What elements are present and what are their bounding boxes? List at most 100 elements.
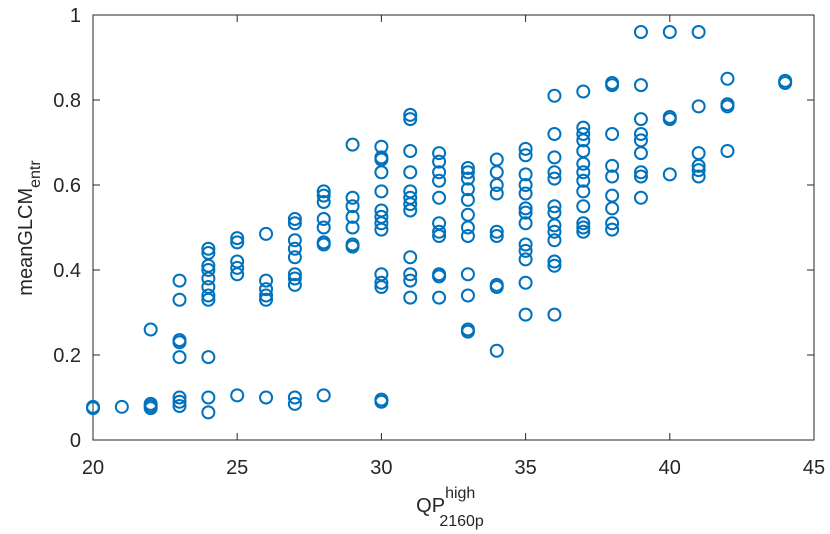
data-point xyxy=(547,88,562,103)
data-point xyxy=(576,224,591,239)
data-point xyxy=(201,288,216,303)
data-point xyxy=(230,267,245,282)
data-point xyxy=(489,224,504,239)
data-point xyxy=(403,203,418,218)
data-point xyxy=(489,186,504,201)
data-point xyxy=(518,307,533,322)
data-point xyxy=(230,388,245,403)
y-tick-label: 0.8 xyxy=(53,90,81,112)
data-point xyxy=(460,182,475,197)
data-point xyxy=(287,233,302,248)
data-point xyxy=(633,190,648,205)
data-point xyxy=(143,399,158,413)
data-point xyxy=(403,290,418,305)
data-point xyxy=(691,25,706,39)
data-point xyxy=(403,112,418,127)
data-point xyxy=(605,158,620,173)
data-point xyxy=(720,99,735,114)
data-point xyxy=(720,71,735,86)
data-point xyxy=(287,212,302,226)
data-point xyxy=(287,241,302,256)
data-point xyxy=(547,258,562,273)
data-point xyxy=(345,239,360,254)
data-point xyxy=(287,216,302,231)
data-point xyxy=(605,127,620,141)
data-point xyxy=(230,231,245,246)
data-point xyxy=(316,237,331,252)
data-point xyxy=(662,112,677,127)
data-point xyxy=(605,169,620,184)
data-point xyxy=(201,271,216,286)
data-point xyxy=(547,224,562,239)
data-point xyxy=(287,271,302,286)
data-point xyxy=(547,165,562,180)
y-tick-label: 0 xyxy=(70,430,81,452)
data-point xyxy=(518,186,533,201)
data-point xyxy=(316,184,331,199)
data-point xyxy=(201,350,216,365)
data-point xyxy=(201,405,216,420)
data-point xyxy=(547,150,562,165)
x-tick-label: 40 xyxy=(659,457,681,479)
data-point xyxy=(460,324,475,339)
data-point xyxy=(691,169,706,184)
data-point xyxy=(403,107,418,122)
data-point xyxy=(403,165,418,180)
data-point xyxy=(287,250,302,265)
data-point xyxy=(432,190,447,205)
data-point xyxy=(518,252,533,267)
data-point xyxy=(374,216,389,231)
data-point xyxy=(460,192,475,207)
data-point xyxy=(403,267,418,282)
data-point xyxy=(633,169,648,184)
data-point xyxy=(489,343,504,358)
data-point xyxy=(172,399,187,413)
x-tick-label: 25 xyxy=(226,457,248,479)
data-point xyxy=(605,78,620,93)
y-tick-label: 1 xyxy=(70,5,81,27)
data-point xyxy=(316,388,331,403)
data-point xyxy=(633,112,648,127)
data-point xyxy=(432,224,447,239)
data-point xyxy=(316,212,331,226)
data-point xyxy=(345,190,360,205)
data-point xyxy=(460,267,475,282)
data-point xyxy=(778,73,793,88)
data-point xyxy=(489,229,504,243)
data-point xyxy=(518,178,533,192)
data-point xyxy=(432,269,447,284)
x-axis-label: QPhigh 2160p xyxy=(416,485,484,530)
data-point xyxy=(316,188,331,203)
data-point xyxy=(374,275,389,290)
data-point xyxy=(201,263,216,277)
data-point xyxy=(259,292,274,307)
data-point xyxy=(287,267,302,282)
data-point xyxy=(576,173,591,188)
data-point xyxy=(576,84,591,99)
data-point xyxy=(691,99,706,114)
data-point xyxy=(432,165,447,180)
x-tick-label: 35 xyxy=(514,457,536,479)
data-point xyxy=(345,137,360,152)
data-point xyxy=(287,277,302,292)
y-tick-label: 0.4 xyxy=(53,260,81,282)
data-point xyxy=(403,250,418,265)
data-point xyxy=(403,273,418,288)
data-point xyxy=(633,146,648,161)
data-point xyxy=(374,165,389,180)
data-point xyxy=(518,216,533,231)
data-point xyxy=(432,146,447,161)
data-point xyxy=(114,399,129,414)
data-point xyxy=(316,195,331,209)
data-point xyxy=(460,165,475,180)
data-point xyxy=(691,158,706,173)
y-tick-label: 0.6 xyxy=(53,175,81,197)
data-point xyxy=(259,226,274,241)
data-point xyxy=(201,292,216,307)
data-point xyxy=(432,290,447,305)
data-point xyxy=(662,25,677,39)
data-point xyxy=(489,280,504,294)
x-tick-label: 20 xyxy=(82,457,104,479)
data-point xyxy=(605,216,620,231)
data-point xyxy=(547,233,562,248)
